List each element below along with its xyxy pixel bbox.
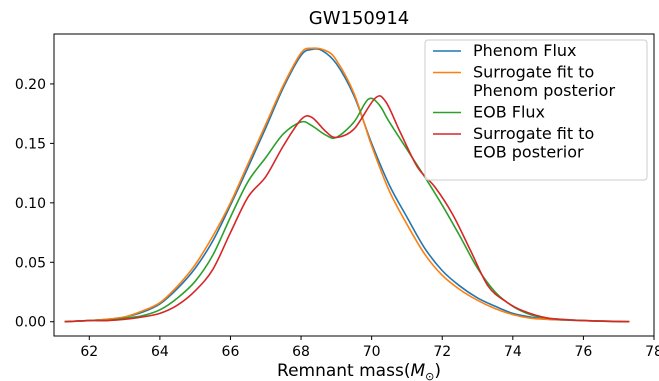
series-line-3 [64,97,630,323]
x-tick-label: 66 [222,344,240,360]
legend-label-1: Phenom Flux [473,41,577,60]
x-tick-label: 70 [363,344,381,360]
x-tick-label: 76 [574,344,592,360]
y-tick-label: 0.20 [15,77,46,93]
series-line-4 [64,95,630,323]
x-tick-label: 62 [80,344,98,360]
x-tick-label: 74 [504,344,522,360]
y-tick-label: 0.05 [15,255,46,271]
axes-frame [53,33,655,337]
y-tick-label: 0.15 [15,136,46,152]
series-line-1 [64,48,630,323]
legend-label-3: EOB Flux [473,103,545,122]
x-tick-label: 68 [292,344,310,360]
x-tick-label: 78 [645,344,659,360]
y-tick-label: 0.00 [15,315,46,331]
x-axis-label-symbol: M [410,361,425,381]
plot-area [64,47,630,323]
y-tick-label: 0.10 [15,196,46,212]
chart-title: GW150914 [309,8,409,29]
x-axis-label-text: Remnant mass [277,361,404,381]
series-line-2 [64,47,630,323]
x-tick-label: 72 [433,344,451,360]
legend-label-4: Surrogate fit to EOB posterior [473,124,594,162]
legend: Phenom Flux Surrogate fit to Phenom poster… [424,39,648,181]
legend-box [424,39,648,181]
x-axis-label-subscript: ⊙ [425,370,434,381]
x-axis-label: Remnant mass(M⊙) [277,361,441,381]
x-tick-label: 64 [151,344,169,360]
axis-ticks: 62 64 66 68 70 72 74 76 78 0.00 0.05 0.10 0.15 0.20 [15,77,659,360]
legend-label-2: Surrogate fit to Phenom posterior [473,63,615,101]
